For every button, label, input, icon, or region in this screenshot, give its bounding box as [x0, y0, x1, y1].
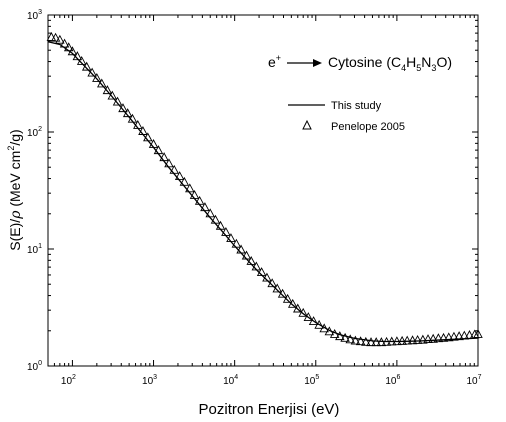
penelope-marker [335, 331, 345, 341]
penelope-marker [361, 336, 371, 346]
axis-ticks [47, 15, 478, 367]
y-axis-label: S(E)/ρ (MeV cm2/g) [6, 129, 24, 250]
penelope-marker [371, 337, 381, 347]
penelope-marker [473, 328, 483, 338]
penelope-marker [46, 31, 57, 41]
penelope-marker [314, 319, 324, 329]
penelope-marker [308, 316, 319, 326]
x-tick-label: 107 [466, 374, 481, 387]
penelope-marker [350, 335, 361, 345]
penelope-marker [438, 332, 449, 342]
penelope-marker [449, 331, 459, 341]
y-tick-label: 101 [27, 243, 42, 256]
x-tick-label: 103 [142, 374, 157, 387]
x-tick-label: 102 [61, 374, 76, 387]
penelope-marker [174, 171, 185, 181]
penelope-marker [50, 32, 61, 42]
legend: This study Penelope 2005 [288, 100, 405, 133]
penelope-marker [433, 333, 444, 343]
y-tick-label: 100 [27, 360, 42, 373]
positron-symbol: e+ [268, 53, 281, 70]
penelope-marker [428, 333, 438, 343]
penelope-marker [55, 34, 65, 44]
penelope-marker [407, 335, 418, 345]
penelope-marker [444, 332, 454, 342]
reaction-arrowhead [313, 59, 322, 67]
x-tick-labels: 102 103 104 105 106 107 [61, 374, 482, 387]
x-axis-label: Pozitron Enerjisi (eV) [199, 401, 340, 418]
penelope-marker [423, 334, 433, 343]
legend-label-this-study: This study [331, 100, 382, 112]
penelope-marker [102, 85, 113, 95]
penelope-marker [340, 332, 350, 342]
legend-triangle-icon [302, 119, 312, 130]
penelope-marker [366, 337, 376, 347]
y-tick-labels: 100 101 102 103 [27, 9, 42, 373]
penelope-marker [67, 46, 78, 56]
penelope-marker [355, 336, 366, 346]
penelope-marker [418, 334, 428, 344]
this-study-line [47, 41, 479, 343]
reaction-annotation: e+ Cytosine (C4H5N3O) [268, 53, 452, 73]
y-tick-label: 103 [27, 9, 42, 22]
penelope-marker [412, 334, 423, 344]
penelope-marker [402, 335, 412, 345]
legend-label-penelope: Penelope 2005 [331, 121, 405, 133]
penelope-marker [345, 334, 355, 344]
x-tick-label: 106 [385, 374, 400, 387]
penelope-marker [303, 312, 314, 322]
x-tick-label: 105 [304, 374, 319, 387]
x-tick-label: 104 [223, 374, 238, 387]
penelope-marker [185, 183, 195, 193]
penelope-marker [397, 335, 407, 345]
y-tick-label: 102 [27, 126, 42, 139]
target-molecule: Cytosine (C4H5N3O) [328, 54, 452, 73]
plot-area [47, 14, 479, 367]
